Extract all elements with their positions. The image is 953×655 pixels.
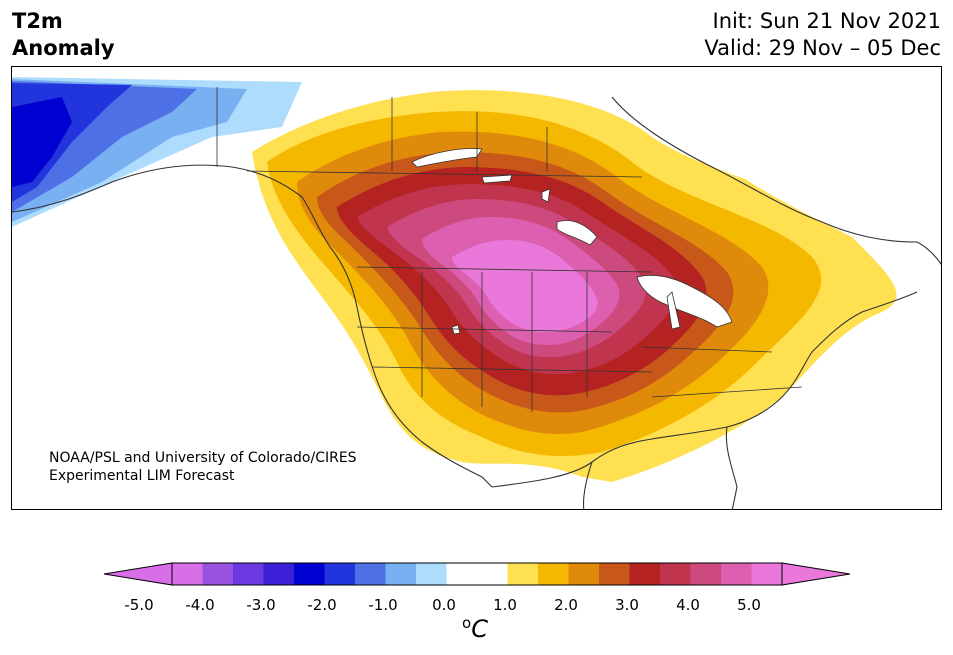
lake-michigan <box>666 291 681 330</box>
lake-winnipeg <box>556 220 598 246</box>
colorbar-cell <box>324 563 356 585</box>
init-date: Init: Sun 21 Nov 2021 <box>712 9 941 33</box>
unit-degree: o <box>462 614 472 632</box>
great-salt-lake <box>451 324 461 335</box>
colorbar-cell <box>172 563 203 585</box>
colorbar-cell <box>477 563 508 585</box>
colorbar-outline <box>171 562 783 586</box>
colorbar-cell <box>385 563 417 585</box>
colorbar-cells <box>172 563 783 585</box>
colorbar-cell <box>446 563 478 585</box>
colorbar-unit: oC <box>462 614 488 643</box>
colorbar-tick-label: 0.0 <box>432 596 456 614</box>
colorbar-cell <box>263 563 295 585</box>
credit-text: NOAA/PSL and University of Colorado/CIRE… <box>49 449 357 485</box>
colorbar-cell <box>629 563 661 585</box>
anomaly-map <box>11 66 942 510</box>
credit-line2: Experimental LIM Forecast <box>49 468 235 484</box>
colorbar-tick-label: 1.0 <box>493 596 517 614</box>
coastlines <box>12 96 941 509</box>
colorbar-tick-label: -4.0 <box>185 596 215 614</box>
warm-band-9 <box>452 240 598 333</box>
colorbar-cell <box>751 563 783 585</box>
reindeer-lake <box>541 188 551 203</box>
colorbar-tick-label: -3.0 <box>246 596 276 614</box>
map-canvas <box>12 77 941 509</box>
colorbar <box>104 562 850 586</box>
colorbar-tick-label: 2.0 <box>554 596 578 614</box>
cold-anomaly-region <box>12 77 302 227</box>
colorbar-cell <box>660 563 691 585</box>
colorbar-cell <box>416 563 447 585</box>
colorbar-cell <box>721 563 752 585</box>
colorbar-tick-label: -5.0 <box>124 596 154 614</box>
colorbar-cell <box>355 563 386 585</box>
unit-letter: C <box>471 615 488 643</box>
colorbar-cell <box>599 563 630 585</box>
colorbar-over-arrow <box>781 562 850 586</box>
colorbar-tick-label: 3.0 <box>615 596 639 614</box>
colorbar-under-arrow <box>104 562 173 586</box>
colorbar-cell <box>568 563 600 585</box>
colorbar-tick-label: -2.0 <box>307 596 337 614</box>
title-kind: Anomaly <box>12 36 115 60</box>
colorbar-cell <box>294 563 325 585</box>
colorbar-cell <box>233 563 264 585</box>
cold-band-4 <box>12 97 72 187</box>
title-variable: T2m <box>12 9 63 33</box>
colorbar-tick-label: 4.0 <box>676 596 700 614</box>
colorbar-cell <box>538 563 569 585</box>
credit-line1: NOAA/PSL and University of Colorado/CIRE… <box>49 450 357 466</box>
colorbar-cell <box>202 563 234 585</box>
valid-range: Valid: 29 Nov – 05 Dec <box>704 36 941 60</box>
colorbar-cell <box>507 563 539 585</box>
map-title: T2m Anomaly <box>12 8 115 62</box>
colorbar-cell <box>690 563 722 585</box>
colorbar-ticks: -5.0 -4.0 -3.0 -2.0 -1.0 0.0 1.0 2.0 3.0 4.0 5.0 <box>0 596 953 616</box>
great-slave-lake <box>411 148 483 168</box>
colorbar-tick-label: 5.0 <box>737 596 761 614</box>
warm-anomaly-region <box>252 90 897 483</box>
lakes <box>411 77 941 335</box>
political-borders <box>216 87 803 412</box>
forecast-dates: Init: Sun 21 Nov 2021 Valid: 29 Nov – 05… <box>704 8 941 62</box>
slave-lake-small <box>481 174 513 184</box>
great-lakes <box>636 274 733 328</box>
hudson-bay-white <box>612 77 941 237</box>
colorbar-tick-label: -1.0 <box>368 596 398 614</box>
